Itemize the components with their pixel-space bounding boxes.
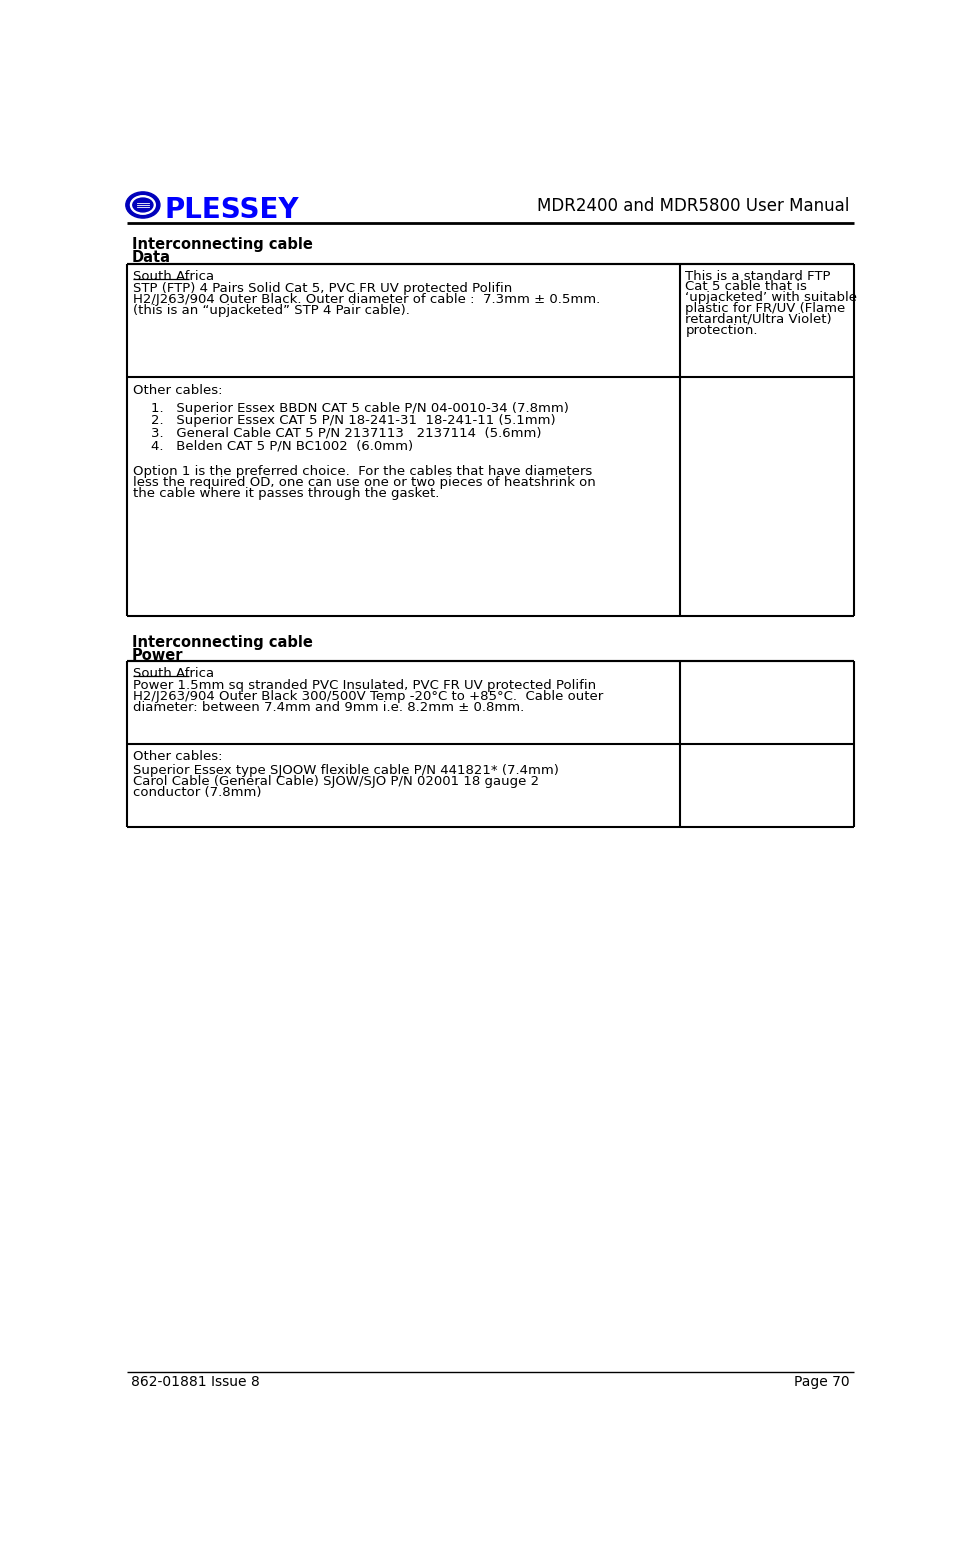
- Text: Cat 5 cable that is: Cat 5 cable that is: [685, 280, 808, 293]
- Text: H2/J263/904 Outer Black. Outer diameter of cable :  7.3mm ± 0.5mm.: H2/J263/904 Outer Black. Outer diameter …: [133, 293, 600, 306]
- Ellipse shape: [125, 191, 160, 218]
- Text: 2.   Superior Essex CAT 5 P/N 18-241-31  18-241-11 (5.1mm): 2. Superior Essex CAT 5 P/N 18-241-31 18…: [150, 414, 555, 428]
- Text: Option 1 is the preferred choice.  For the cables that have diameters: Option 1 is the preferred choice. For th…: [133, 465, 592, 478]
- Text: South Africa: South Africa: [133, 270, 214, 282]
- Text: Data: Data: [132, 251, 171, 265]
- Text: Power 1.5mm sq stranded PVC Insulated, PVC FR UV protected Polifin: Power 1.5mm sq stranded PVC Insulated, P…: [133, 680, 596, 693]
- Text: Power: Power: [132, 647, 184, 663]
- Text: Superior Essex type SJOOW flexible cable P/N 441821* (7.4mm): Superior Essex type SJOOW flexible cable…: [133, 765, 559, 777]
- Text: retardant/Ultra Violet): retardant/Ultra Violet): [685, 313, 832, 326]
- Text: H2/J263/904 Outer Black 300/500V Temp -20°C to +85°C.  Cable outer: H2/J263/904 Outer Black 300/500V Temp -2…: [133, 689, 603, 704]
- Text: MDR2400 and MDR5800 User Manual: MDR2400 and MDR5800 User Manual: [537, 197, 850, 215]
- Text: PLESSEY: PLESSEY: [165, 196, 300, 224]
- Ellipse shape: [133, 197, 153, 212]
- Text: less the required OD, one can use one or two pieces of heatshrink on: less the required OD, one can use one or…: [133, 476, 595, 489]
- Text: This is a standard FTP: This is a standard FTP: [685, 270, 831, 282]
- Text: 3.   General Cable CAT 5 P/N 2137113   2137114  (5.6mm): 3. General Cable CAT 5 P/N 2137113 21371…: [150, 426, 541, 440]
- Text: (this is an “upjacketed” STP 4 Pair cable).: (this is an “upjacketed” STP 4 Pair cabl…: [133, 304, 410, 317]
- Text: Other cables:: Other cables:: [133, 751, 222, 763]
- Text: Interconnecting cable: Interconnecting cable: [132, 237, 313, 252]
- Text: protection.: protection.: [685, 323, 758, 337]
- Text: plastic for FR/UV (Flame: plastic for FR/UV (Flame: [685, 302, 846, 315]
- Text: Carol Cable (General Cable) SJOW/SJO P/N 02001 18 gauge 2: Carol Cable (General Cable) SJOW/SJO P/N…: [133, 774, 539, 788]
- Text: 4.   Belden CAT 5 P/N BC1002  (6.0mm): 4. Belden CAT 5 P/N BC1002 (6.0mm): [150, 439, 412, 451]
- Text: STP (FTP) 4 Pairs Solid Cat 5, PVC FR UV protected Polifin: STP (FTP) 4 Pairs Solid Cat 5, PVC FR UV…: [133, 282, 512, 295]
- Text: diameter: between 7.4mm and 9mm i.e. 8.2mm ± 0.8mm.: diameter: between 7.4mm and 9mm i.e. 8.2…: [133, 700, 524, 715]
- Text: 1.   Superior Essex BBDN CAT 5 cable P/N 04-0010-34 (7.8mm): 1. Superior Essex BBDN CAT 5 cable P/N 0…: [150, 403, 568, 415]
- Text: Other cables:: Other cables:: [133, 384, 222, 396]
- Text: the cable where it passes through the gasket.: the cable where it passes through the ga…: [133, 487, 439, 500]
- Text: South Africa: South Africa: [133, 668, 214, 680]
- Ellipse shape: [130, 196, 155, 215]
- Text: ‘upjacketed’ with suitable: ‘upjacketed’ with suitable: [685, 291, 857, 304]
- Text: Page 70: Page 70: [794, 1376, 850, 1390]
- Text: Interconnecting cable: Interconnecting cable: [132, 635, 313, 650]
- Text: conductor (7.8mm): conductor (7.8mm): [133, 785, 261, 799]
- Text: 862-01881 Issue 8: 862-01881 Issue 8: [131, 1376, 260, 1390]
